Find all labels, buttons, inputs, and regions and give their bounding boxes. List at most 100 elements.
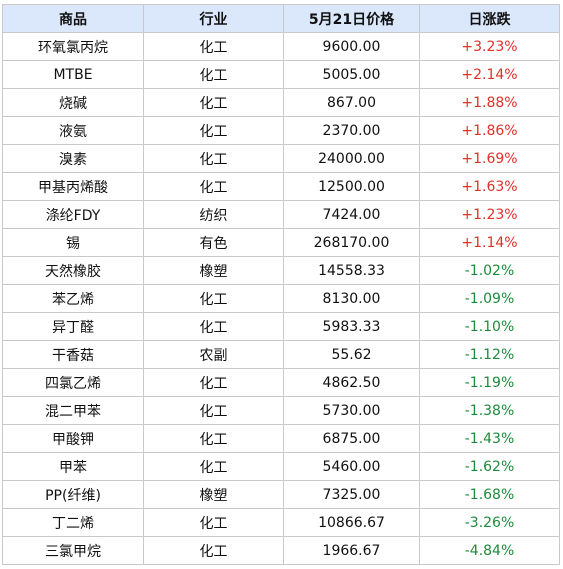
cell-change: +1.14% [419, 228, 560, 257]
cell-industry: 橡塑 [143, 256, 284, 285]
table-row: PP(纤维) 橡塑 7325.00 -1.68% [2, 480, 560, 509]
cell-commodity: 液氨 [2, 116, 144, 145]
header-price: 5月21日价格 [283, 4, 420, 33]
cell-change: -1.68% [419, 480, 560, 509]
cell-industry: 化工 [143, 88, 284, 117]
table-row: 锡有色 268170.00 +1.14% [2, 228, 560, 257]
cell-industry: 化工 [143, 508, 284, 537]
cell-commodity: 涤纶FDY [2, 200, 144, 229]
cell-commodity: 天然橡胶 [2, 256, 144, 285]
table-row: 甲酸钾 化工 6875.00 -1.43% [2, 424, 560, 453]
cell-price: 5005.00 [283, 60, 420, 89]
cell-commodity: 丁二烯 [2, 508, 144, 537]
table-row: 三氯甲烷 化工 1966.67 -4.84% [2, 536, 560, 565]
cell-commodity: 混二甲苯 [2, 396, 144, 425]
table-row: 苯乙烯 化工 8130.00 -1.09% [2, 284, 560, 313]
cell-industry: 化工 [143, 424, 284, 453]
cell-commodity: 锡 [2, 228, 144, 257]
table-row: 干香菇 农副 55.62 -1.12% [2, 340, 560, 369]
cell-change: -1.09% [419, 284, 560, 313]
cell-industry: 化工 [143, 396, 284, 425]
cell-price: 6875.00 [283, 424, 420, 453]
cell-change: -1.10% [419, 312, 560, 341]
cell-industry: 化工 [143, 144, 284, 173]
cell-price: 5730.00 [283, 396, 420, 425]
cell-commodity: 溴素 [2, 144, 144, 173]
table-header-row: 商品 行业 5月21日价格 日涨跌 [2, 4, 560, 33]
cell-industry: 化工 [143, 452, 284, 481]
cell-industry: 化工 [143, 536, 284, 565]
header-commodity: 商品 [2, 4, 144, 33]
table-row: 四氯乙烯 化工 4862.50 -1.19% [2, 368, 560, 397]
cell-industry: 农副 [143, 340, 284, 369]
cell-change: +3.23% [419, 32, 560, 61]
table-body: 环氧氯丙烷 化工 9600.00 +3.23% MTBE 化工 5005.00 +2.14% 烧… [2, 32, 560, 565]
cell-change: -1.62% [419, 452, 560, 481]
cell-industry: 化工 [143, 368, 284, 397]
cell-industry: 有色 [143, 228, 284, 257]
cell-commodity: 烧碱 [2, 88, 144, 117]
table-row: 甲苯 化工 5460.00 -1.62% [2, 452, 560, 481]
cell-commodity: 环氧氯丙烷 [2, 32, 144, 61]
cell-change: +1.86% [419, 116, 560, 145]
cell-price: 5460.00 [283, 452, 420, 481]
cell-change: -3.26% [419, 508, 560, 537]
cell-change: -1.43% [419, 424, 560, 453]
cell-price: 12500.00 [283, 172, 420, 201]
cell-price: 10866.67 [283, 508, 420, 537]
cell-commodity: 甲酸钾 [2, 424, 144, 453]
cell-price: 14558.33 [283, 256, 420, 285]
header-change: 日涨跌 [419, 4, 560, 33]
cell-industry: 化工 [143, 172, 284, 201]
cell-industry: 橡塑 [143, 480, 284, 509]
cell-price: 9600.00 [283, 32, 420, 61]
commodity-table-container: 商品 行业 5月21日价格 日涨跌 环氧氯丙烷 化工 9600.00 +3.23% MT… [2, 4, 560, 565]
cell-commodity: MTBE [2, 60, 144, 89]
cell-industry: 化工 [143, 60, 284, 89]
cell-change: +1.63% [419, 172, 560, 201]
cell-change: -1.02% [419, 256, 560, 285]
table-row: MTBE 化工 5005.00 +2.14% [2, 60, 560, 89]
cell-change: +1.69% [419, 144, 560, 173]
cell-change: -1.19% [419, 368, 560, 397]
cell-commodity: 三氯甲烷 [2, 536, 144, 565]
cell-commodity: PP(纤维) [2, 480, 144, 509]
cell-change: +1.88% [419, 88, 560, 117]
table-row: 环氧氯丙烷 化工 9600.00 +3.23% [2, 32, 560, 61]
cell-industry: 化工 [143, 32, 284, 61]
cell-price: 7325.00 [283, 480, 420, 509]
cell-change: -1.12% [419, 340, 560, 369]
cell-commodity: 异丁醛 [2, 312, 144, 341]
cell-change: -4.84% [419, 536, 560, 565]
cell-price: 8130.00 [283, 284, 420, 313]
cell-commodity: 甲苯 [2, 452, 144, 481]
cell-commodity: 干香菇 [2, 340, 144, 369]
cell-commodity: 四氯乙烯 [2, 368, 144, 397]
table-row: 天然橡胶 橡塑 14558.33 -1.02% [2, 256, 560, 285]
cell-commodity: 苯乙烯 [2, 284, 144, 313]
table-row: 液氨 化工 2370.00 +1.86% [2, 116, 560, 145]
table-row: 涤纶FDY 纺织 7424.00 +1.23% [2, 200, 560, 229]
cell-price: 1966.67 [283, 536, 420, 565]
cell-industry: 化工 [143, 116, 284, 145]
table-row: 甲基丙烯酸 化工 12500.00 +1.63% [2, 172, 560, 201]
cell-price: 5983.33 [283, 312, 420, 341]
cell-price: 867.00 [283, 88, 420, 117]
cell-price: 2370.00 [283, 116, 420, 145]
table-row: 异丁醛 化工 5983.33 -1.10% [2, 312, 560, 341]
header-industry: 行业 [143, 4, 284, 33]
cell-price: 24000.00 [283, 144, 420, 173]
table-row: 烧碱 化工 867.00 +1.88% [2, 88, 560, 117]
cell-industry: 化工 [143, 284, 284, 313]
cell-industry: 纺织 [143, 200, 284, 229]
cell-change: +1.23% [419, 200, 560, 229]
cell-change: +2.14% [419, 60, 560, 89]
cell-change: -1.38% [419, 396, 560, 425]
cell-price: 268170.00 [283, 228, 420, 257]
cell-industry: 化工 [143, 312, 284, 341]
cell-price: 55.62 [283, 340, 420, 369]
table-row: 丁二烯 化工 10866.67 -3.26% [2, 508, 560, 537]
cell-price: 4862.50 [283, 368, 420, 397]
cell-commodity: 甲基丙烯酸 [2, 172, 144, 201]
table-row: 混二甲苯 化工 5730.00 -1.38% [2, 396, 560, 425]
